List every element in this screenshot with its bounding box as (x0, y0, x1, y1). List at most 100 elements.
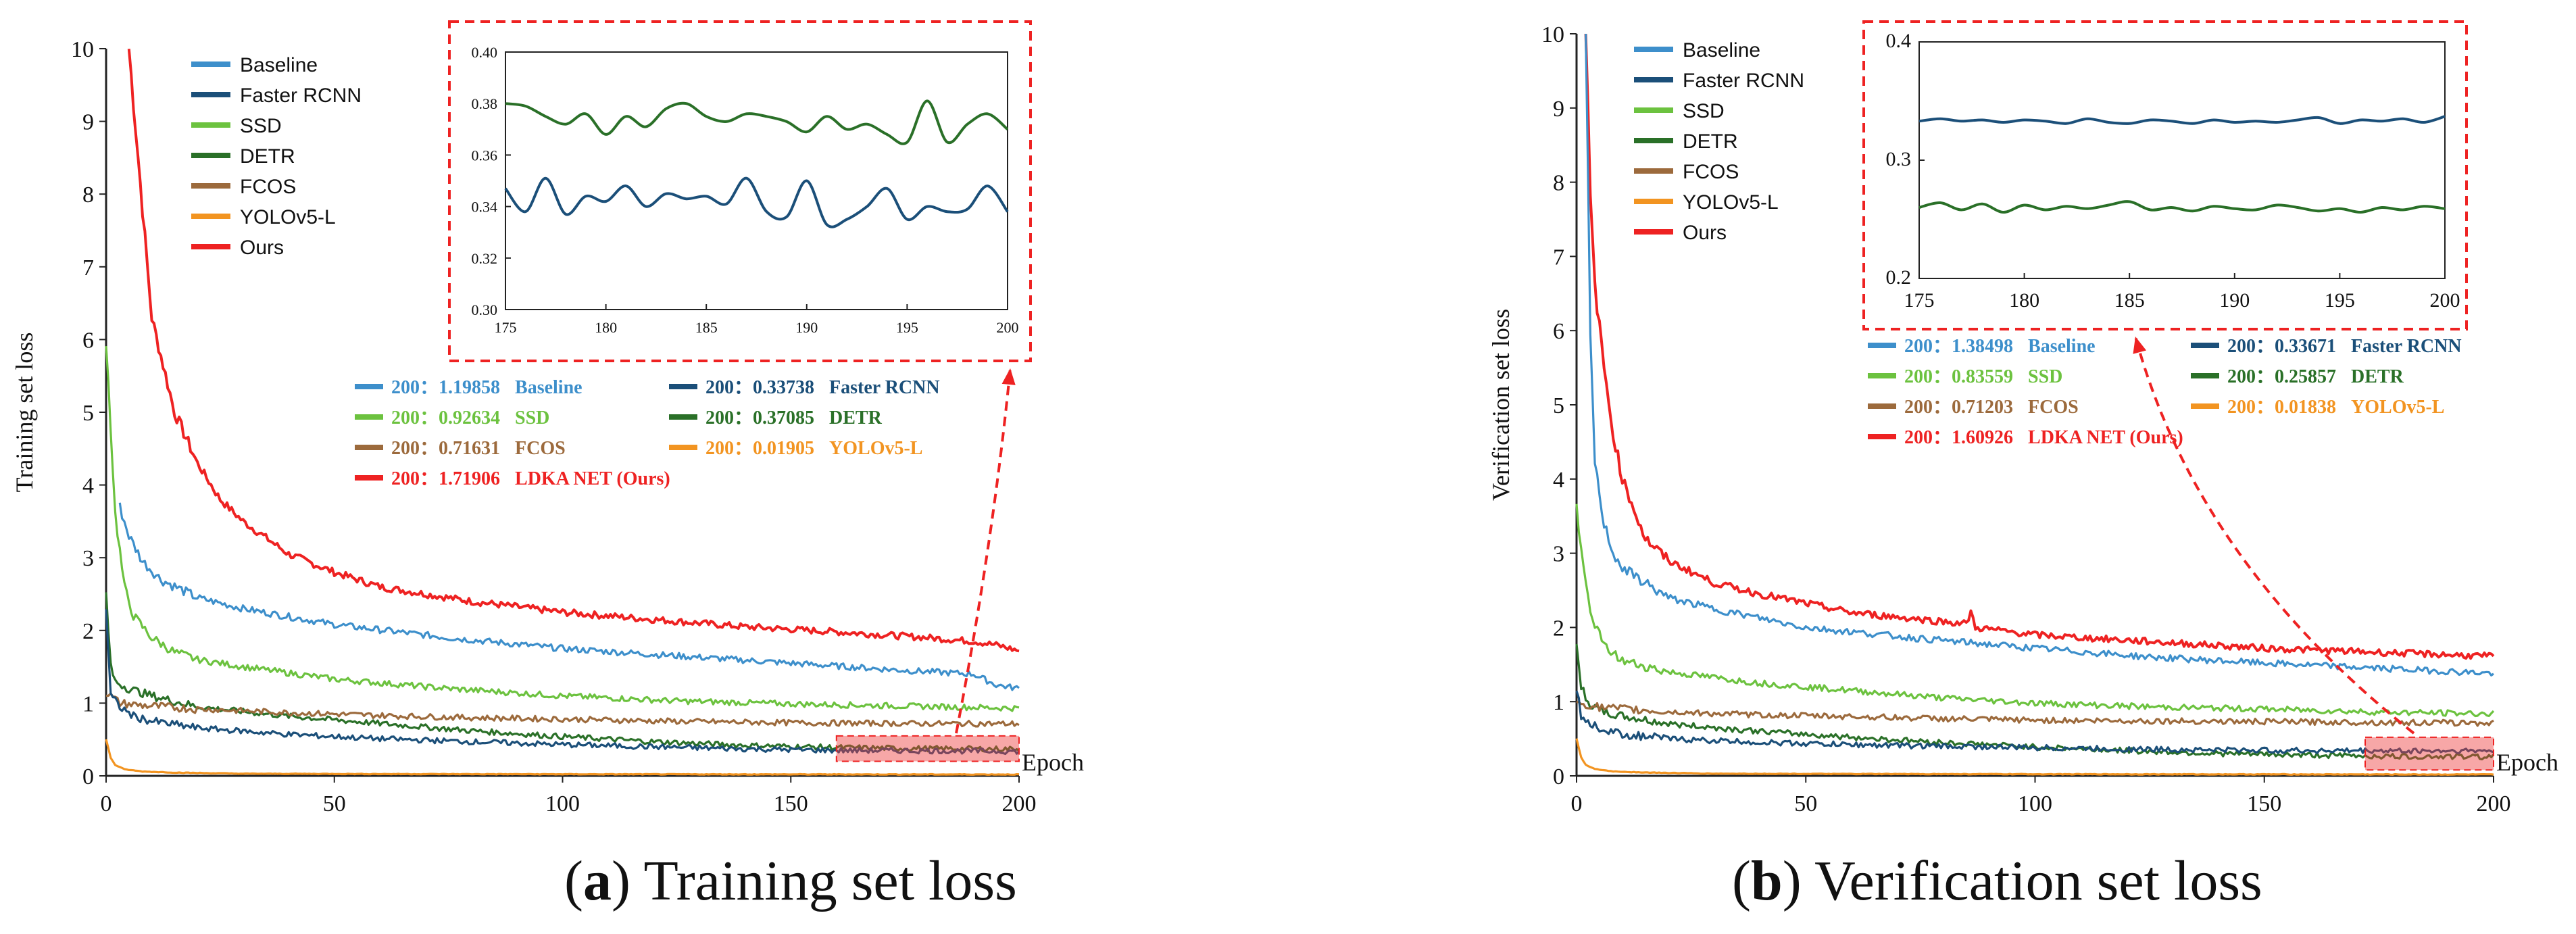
panel-b-y-tick-label: 1 (1553, 690, 1564, 715)
panel-b-y-tick-label: 8 (1553, 171, 1564, 196)
panel-b-x-axis-label: Epoch (2496, 749, 2558, 776)
caption-a-letter: a (583, 850, 612, 912)
panel-b-inset-x-tick-label: 175 (1904, 289, 1935, 312)
panel-b-series-baseline (1585, 33, 2494, 677)
panel-a-annotation-detr: 200：0.37085 DETR (705, 408, 883, 428)
panel-a-inset-y-tick-label: 0.38 (472, 95, 498, 112)
panel-a-x-tick-label: 100 (545, 791, 580, 816)
panel-a-x-tick-label: 0 (101, 791, 112, 816)
panel-b-inset-x-tick-label: 180 (2009, 289, 2039, 312)
panel-a-x-tick-label: 200 (1002, 791, 1037, 816)
panel-b-x-tick-label: 0 (1571, 791, 1583, 816)
caption-b: (b) Verification set loss (1732, 850, 2262, 912)
panel-a-series-yolov5-l (105, 739, 1020, 776)
panel-a-inset-y-tick-label: 0.32 (472, 250, 498, 267)
panel-b-inset-y-tick-label: 0.2 (1886, 266, 1912, 289)
panel-a-inset-x-tick-label: 195 (896, 319, 918, 336)
panel-a-zoom-arrow (955, 368, 1012, 734)
panel-b-y-tick-label: 3 (1553, 542, 1564, 567)
panel-a-inset-series-detr (505, 99, 1009, 145)
panel-a-inset-y-tick-label: 0.34 (472, 199, 498, 216)
panel-a-annotation-epoch: 200： (705, 408, 753, 428)
panel-a-annotation-name: Baseline (515, 377, 583, 398)
panel-b-inset-series-faster-rcnn (1918, 115, 2446, 125)
panel-a-y-tick-label: 3 (82, 546, 94, 571)
panel-a-inset-series-faster-rcnn (504, 176, 1009, 228)
panel-b-annotation-epoch: 200： (1904, 366, 1952, 387)
panel-b-inset-x-tick-label: 195 (2325, 289, 2355, 312)
panel-b-annotation-name: Baseline (2028, 336, 2096, 357)
panel-b-annotation-name: Faster RCNN (2351, 336, 2462, 357)
panel-b-inset-x-tick-label: 190 (2219, 289, 2250, 312)
panel-b-series-ours (1584, 33, 2495, 660)
panel-b-y-tick-label: 2 (1553, 616, 1564, 641)
panel-b-legend-label-ssd: SSD (1683, 100, 1725, 122)
panel-a-inset-y-tick-label: 0.40 (472, 44, 498, 61)
panel-a-annotation-name: Faster RCNN (829, 377, 940, 398)
panel-a-annotation-name: YOLOv5-L (829, 438, 922, 459)
panel-a-annotation-epoch: 200： (705, 377, 753, 398)
panel-b-y-tick-label: 0 (1553, 764, 1564, 789)
panel-b-y-tick-label: 10 (1541, 22, 1564, 47)
panel-b-annotation-name: DETR (2351, 366, 2404, 387)
caption-a: (a) Training set loss (564, 850, 1017, 912)
panel-a-x-tick-label: 50 (323, 791, 346, 816)
panel-a-y-tick-label: 8 (82, 182, 94, 207)
panel-a-inset-x-tick-label: 175 (495, 319, 517, 336)
panel-a-series-faster-rcnn (105, 609, 1020, 756)
panel-b-annotation-epoch: 200： (1904, 427, 1952, 448)
panel-b-y-tick-label: 5 (1553, 393, 1564, 418)
panel-a-inset-x-tick-label: 185 (695, 319, 718, 336)
caption-a-text: Training set loss (643, 850, 1017, 912)
panel-a-annotation-epoch: 200： (391, 408, 439, 428)
panel-a-annotation-fcos: 200：0.71631 FCOS (391, 438, 566, 459)
panel-b-annotation-ssd: 200：0.83559 SSD (1904, 366, 2062, 387)
panel-b-x-tick-label: 150 (2247, 791, 2281, 816)
panel-b-annotation-value: 1.60926 (1952, 427, 2013, 448)
panel-b-series-fcos (1576, 701, 2494, 727)
panel-b-annotation-name: LDKA NET (Ours) (2028, 427, 2183, 448)
panel-b-annotation-baseline: 200：1.38498 Baseline (1904, 336, 2096, 357)
panel-b-series-yolov5-l (1575, 738, 2494, 776)
panel-b-x-tick-label: 200 (2477, 791, 2511, 816)
panel-a-inset-x-tick-label: 200 (997, 319, 1019, 336)
panel-b-inset-x-tick-label: 200 (2430, 289, 2460, 312)
panel-a-inset-x-tick-label: 180 (595, 319, 617, 336)
panel-a-y-tick-label: 9 (82, 110, 94, 135)
panel-b-series-faster-rcnn (1575, 690, 2494, 755)
panel-a-annotation-ldka-net-ours: 200：1.71906 LDKA NET (Ours) (391, 468, 670, 489)
panel-b-annotation-value: 0.33671 (2275, 336, 2336, 357)
panel-a-annotation-name: LDKA NET (Ours) (515, 468, 670, 489)
panel-a-y-tick-label: 4 (82, 474, 94, 499)
panel-a-inset-x-tick-label: 190 (795, 319, 818, 336)
panel-a-x-axis-label: Epoch (1022, 749, 1084, 776)
panel-b-annotation-yolov5-l: 200：0.01838 YOLOv5-L (2227, 397, 2444, 418)
panel-a-series-detr (105, 592, 1020, 753)
panel-b-series-detr (1575, 643, 2495, 761)
panel-a-x-tick-label: 150 (774, 791, 808, 816)
panel-b-series-ssd (1575, 503, 2495, 718)
panel-a-zoom-region (835, 735, 1020, 762)
panel-b-legend-label-detr: DETR (1683, 130, 1738, 153)
panel-a-annotation-value: 0.92634 (439, 408, 500, 428)
panel-b-legend-label-ours: Ours (1683, 222, 1727, 244)
panel-a-y-tick-label: 10 (71, 37, 94, 62)
panel-b-annotation-ldka-net-ours: 200：1.60926 LDKA NET (Ours) (1904, 427, 2183, 448)
panel-b-annotation-value: 1.38498 (1952, 336, 2013, 357)
panel-a-y-tick-label: 6 (82, 328, 94, 353)
panel-b-inset-x-tick-label: 185 (2114, 289, 2145, 312)
caption-b-letter: b (1750, 850, 1783, 912)
panel-b-annotation-epoch: 200： (1904, 397, 1952, 418)
panel-a-annotation-yolov5-l: 200：0.01905 YOLOv5-L (705, 438, 922, 459)
panel-a-annotation-baseline: 200：1.19858 Baseline (391, 377, 583, 398)
panel-a-annotation-value: 1.71906 (439, 468, 500, 489)
panel-b-zoom-arrow (2134, 336, 2415, 735)
panel-a-series-ours (127, 49, 1020, 653)
panel-a-annotation-epoch: 200： (391, 468, 439, 489)
panel-b-y-tick-label: 7 (1553, 245, 1564, 270)
panel-a-y-tick-label: 0 (82, 764, 94, 789)
panel-b-inset-series-detr (1918, 200, 2446, 214)
panel-b-inset-y-tick-label: 0.3 (1886, 148, 1912, 170)
panel-a-legend-label-baseline: Baseline (240, 54, 318, 76)
panel-a-inset-axes (505, 51, 1008, 310)
